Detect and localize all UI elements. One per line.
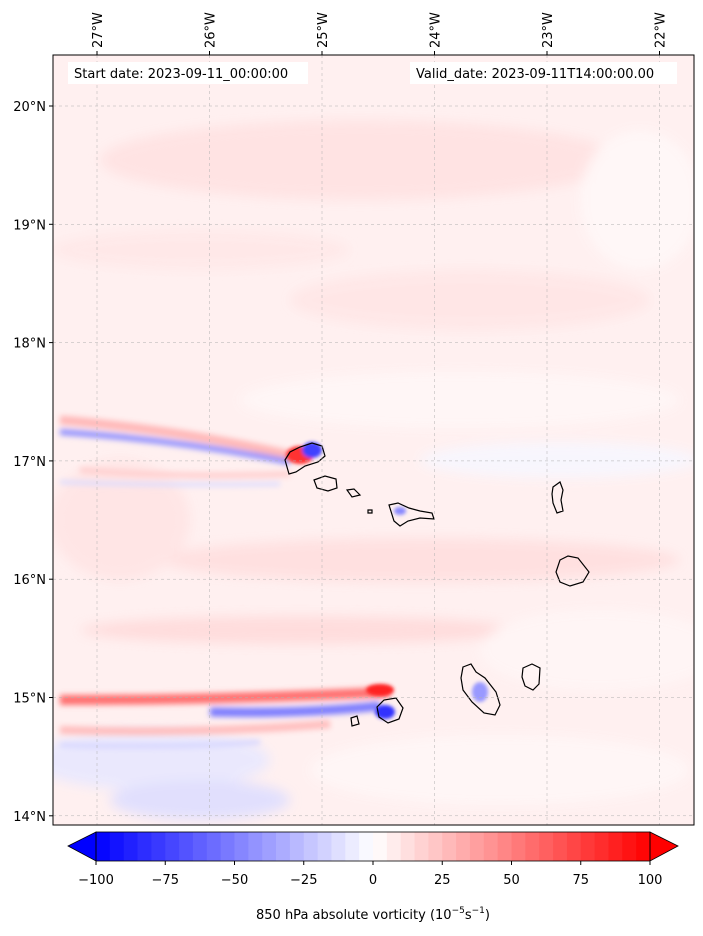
colorbar-swatch	[511, 832, 526, 861]
lon-tick-label: 24°W	[429, 12, 444, 48]
lat-tick-label: 16°N	[13, 573, 46, 588]
colorbar-tick-label: 75	[572, 873, 589, 888]
colorbar-swatch	[123, 832, 138, 861]
colorbar-swatch	[525, 832, 540, 861]
island-santo-antao	[284, 442, 326, 475]
colorbar-extend-max	[649, 831, 679, 862]
island-santiago	[460, 663, 501, 716]
lat-tick-label: 14°N	[13, 810, 46, 825]
island-boa-vista	[555, 555, 590, 587]
colorbar-swatch	[289, 832, 305, 861]
colorbar-swatch	[400, 832, 415, 861]
colorbar-swatch	[594, 832, 609, 861]
colorbar-swatch	[96, 832, 111, 861]
lat-tick-label: 17°N	[13, 455, 46, 470]
coastline-layer	[284, 442, 590, 727]
colorbar-tick-label: 0	[369, 873, 377, 888]
island-brava	[350, 715, 360, 727]
colorbar-swatch	[442, 832, 457, 861]
island-sao-nicolau	[388, 502, 435, 527]
start-date-label: Start date: 2023-09-11_00:00:00	[74, 67, 288, 82]
island-sao-vicente	[313, 475, 338, 492]
lon-tick-label: 22°W	[654, 12, 669, 48]
colorbar-swatch	[414, 832, 429, 861]
colorbar-swatch	[622, 832, 637, 861]
colorbar-ticks: −100 −75 −50 −25 0 25 50 75 100	[78, 861, 662, 888]
colorbar-swatch	[345, 832, 360, 861]
colorbar-swatch	[248, 832, 263, 861]
island-sal	[551, 481, 564, 514]
lon-tick-label: 23°W	[541, 12, 556, 48]
lon-tick-label: 26°W	[204, 12, 219, 48]
colorbar-swatch	[192, 832, 208, 861]
lat-tick-label: 19°N	[13, 218, 46, 233]
map-frame	[52, 54, 695, 826]
colorbar-tick-label: −50	[221, 873, 248, 888]
colorbar-swatch	[234, 832, 249, 861]
colorbar-swatch	[206, 832, 222, 861]
colorbar-swatch	[262, 832, 277, 861]
colorbar-swatches	[96, 832, 651, 861]
island-fogo	[376, 697, 404, 724]
colorbar: −100 −75 −50 −25 0 25 50 75 100 850 hPa absolute…	[67, 831, 679, 923]
longitude-ticks: 27°W 26°W 25°W 24°W 23°W 22°W	[91, 12, 669, 55]
colorbar-tick-label: 25	[434, 873, 451, 888]
colorbar-tick-label: 100	[638, 873, 663, 888]
colorbar-swatch	[580, 832, 595, 861]
lon-tick-label: 27°W	[91, 12, 106, 48]
lon-tick-label: 25°W	[316, 12, 331, 48]
colorbar-swatch	[636, 832, 651, 861]
vorticity-field	[53, 55, 694, 825]
colorbar-swatch	[109, 832, 125, 861]
colorbar-swatch	[456, 832, 471, 861]
colorbar-swatch	[566, 832, 582, 861]
header: Start date: 2023-09-11_00:00:00 Valid_da…	[68, 62, 677, 84]
colorbar-swatch	[373, 832, 388, 861]
colorbar-swatch	[428, 832, 443, 861]
island-maio	[521, 663, 541, 691]
colorbar-swatch	[331, 832, 346, 861]
colorbar-swatch	[469, 832, 485, 861]
lat-tick-label: 18°N	[13, 337, 46, 352]
colorbar-swatch	[137, 832, 152, 861]
latitude-ticks: 20°N 19°N 18°N 17°N 16°N 15°N 14°N	[13, 100, 53, 825]
colorbar-swatch	[483, 832, 499, 861]
colorbar-swatch	[553, 832, 568, 861]
colorbar-extend-min	[67, 831, 97, 862]
colorbar-swatch	[608, 832, 623, 861]
lat-tick-label: 20°N	[13, 100, 46, 115]
colorbar-label: 850 hPa absolute vorticity (10−5s−1)	[256, 906, 490, 923]
colorbar-swatch	[539, 832, 554, 861]
colorbar-swatch	[220, 832, 235, 861]
colorbar-swatch	[386, 832, 402, 861]
lat-tick-label: 15°N	[13, 692, 46, 707]
colorbar-swatch	[179, 832, 194, 861]
colorbar-swatch	[165, 832, 180, 861]
colorbar-tick-label: −100	[78, 873, 114, 888]
island-branco	[367, 509, 373, 514]
colorbar-swatch	[317, 832, 332, 861]
colorbar-tick-label: 50	[503, 873, 520, 888]
colorbar-swatch	[151, 832, 166, 861]
gridlines	[53, 55, 694, 825]
valid-date-label: Valid_date: 2023-09-11T14:00:00.00	[416, 67, 654, 82]
colorbar-swatch	[303, 832, 318, 861]
island-santa-luzia	[345, 488, 362, 498]
colorbar-swatch	[276, 832, 291, 861]
colorbar-tick-label: −75	[152, 873, 179, 888]
colorbar-tick-label: −25	[290, 873, 317, 888]
colorbar-swatch	[359, 832, 374, 861]
colorbar-swatch	[497, 832, 512, 861]
